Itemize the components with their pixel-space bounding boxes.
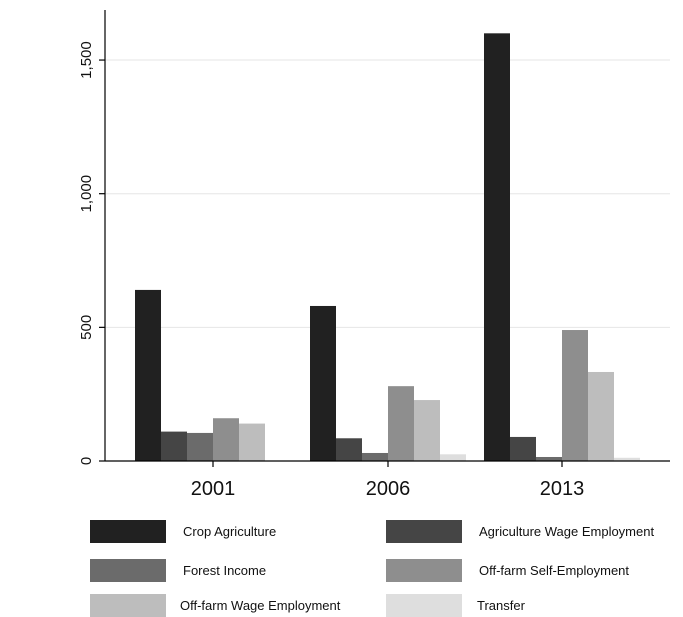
y-tick-label: 1,500	[78, 41, 95, 79]
legend-swatch	[386, 520, 462, 543]
bar	[510, 436, 536, 461]
bar	[614, 457, 640, 461]
legend-swatch	[386, 594, 462, 617]
legend-label: Off-farm Self-Employment	[479, 563, 629, 578]
y-tick-label: 0	[78, 457, 95, 465]
bar	[135, 289, 161, 461]
legend: Crop Agriculture Agriculture Wage Employm…	[90, 520, 654, 617]
bar	[388, 386, 414, 461]
x-category-label: 2006	[366, 478, 411, 500]
bar	[362, 452, 388, 461]
legend-swatch	[90, 594, 166, 617]
legend-label: Off-farm Wage Employment	[180, 598, 341, 613]
bar	[187, 432, 213, 461]
bar	[484, 33, 510, 461]
legend-label: Agriculture Wage Employment	[479, 524, 654, 539]
bar	[536, 456, 562, 461]
x-category-label: 2001	[191, 478, 236, 500]
legend-label: Transfer	[477, 598, 526, 613]
bar	[562, 330, 588, 461]
y-tick-label: 1,000	[78, 175, 95, 213]
legend-swatch	[386, 559, 462, 582]
legend-label: Forest Income	[183, 563, 266, 578]
bar	[414, 400, 440, 461]
bar	[588, 371, 614, 461]
gridlines	[105, 59, 670, 328]
x-category-labels: 2001 2006 2013	[191, 461, 585, 500]
y-tick-label: 500	[78, 315, 95, 340]
bar	[440, 454, 466, 461]
x-category-label: 2013	[540, 478, 585, 500]
bars	[135, 33, 640, 461]
bar	[336, 438, 362, 461]
bar	[161, 431, 187, 461]
bar	[213, 418, 239, 461]
legend-swatch	[90, 520, 166, 543]
y-ticks: 0 500 1,000 1,500	[78, 41, 105, 465]
bar	[310, 305, 336, 461]
legend-swatch	[90, 559, 166, 582]
bar	[239, 423, 265, 461]
legend-label: Crop Agriculture	[183, 524, 276, 539]
